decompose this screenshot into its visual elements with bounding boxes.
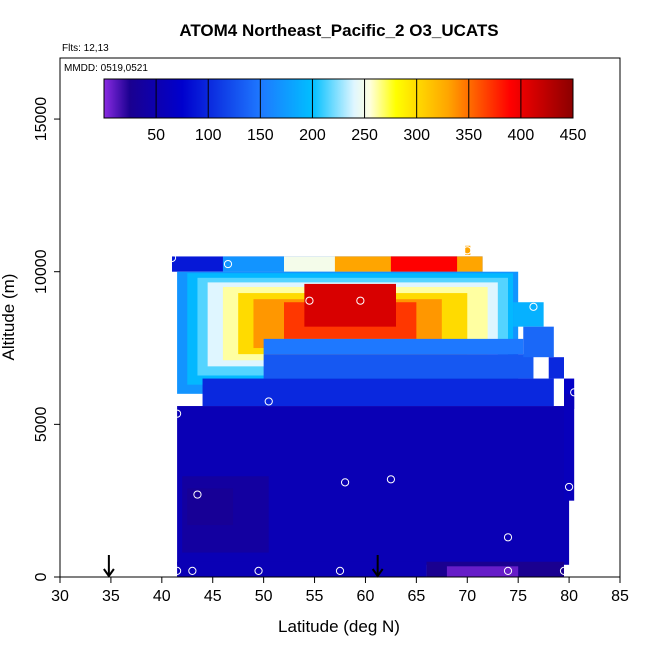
sample-point bbox=[564, 482, 574, 492]
sample-point bbox=[386, 475, 396, 484]
x-tick-label: 35 bbox=[102, 588, 120, 605]
sample-point bbox=[188, 566, 197, 575]
x-tick-label: 65 bbox=[407, 588, 425, 605]
sample-point bbox=[503, 533, 513, 542]
colorbar: 50 100 150 200 250 300 350 400 450 bbox=[103, 78, 587, 144]
sample-points-layer bbox=[167, 246, 579, 575]
colorbar-tick-label: 300 bbox=[403, 127, 430, 144]
x-tick-label: 45 bbox=[204, 588, 222, 605]
heatmap-cell bbox=[187, 488, 234, 526]
heatmap-cell bbox=[177, 561, 427, 577]
heatmap-cell bbox=[446, 566, 519, 577]
sample-point bbox=[193, 490, 202, 499]
heatmap-cell bbox=[263, 338, 524, 355]
colorbar-tick-label: 450 bbox=[560, 127, 587, 144]
colorbar-tick-label: 350 bbox=[455, 127, 482, 144]
heatmap-cell bbox=[263, 354, 534, 379]
colorbar-tick-label: 400 bbox=[508, 127, 535, 144]
heatmap-cell bbox=[390, 256, 458, 272]
sample-point bbox=[559, 566, 569, 575]
sample-point bbox=[335, 566, 345, 575]
x-tick-label: 50 bbox=[255, 588, 273, 605]
x-tick-label: 80 bbox=[560, 588, 578, 605]
heatmap-cell bbox=[564, 393, 575, 501]
y-tick-label: 10000 bbox=[33, 249, 50, 294]
x-axis-title: Latitude (deg N) bbox=[278, 617, 400, 636]
heatmap-cell bbox=[465, 245, 471, 255]
sample-point bbox=[305, 296, 314, 305]
sample-point bbox=[340, 478, 350, 487]
x-tick-label: 30 bbox=[51, 588, 69, 605]
heatmap-layer bbox=[172, 245, 575, 577]
colorbar-tick-label: 200 bbox=[299, 127, 326, 144]
y-tick-label: 15000 bbox=[33, 97, 50, 142]
latitude-markers-layer bbox=[103, 555, 384, 578]
plot-frame bbox=[59, 57, 621, 578]
x-tick-label: 85 bbox=[611, 588, 629, 605]
y-tick-label: 5000 bbox=[33, 406, 50, 442]
heatmap-cell bbox=[202, 378, 554, 407]
y-axis-title: Altitude (m) bbox=[0, 274, 18, 361]
x-tick-label: 75 bbox=[509, 588, 527, 605]
sample-point bbox=[463, 246, 472, 255]
y-axis: 0 5000 10000 15000 bbox=[33, 97, 60, 581]
colorbar-tick-label: 100 bbox=[195, 127, 222, 144]
sample-point bbox=[570, 388, 579, 397]
sample-point bbox=[356, 296, 365, 305]
heatmap-cell bbox=[523, 326, 554, 358]
x-axis: 30 35 40 45 50 55 60 65 70 75 80 85 bbox=[51, 577, 629, 605]
sample-point bbox=[529, 302, 538, 311]
chart-title: ATOM4 Northeast_Pacific_2 O3_UCATS bbox=[179, 21, 498, 40]
arrow-marker bbox=[103, 555, 115, 578]
heatmap-cell bbox=[304, 283, 396, 327]
colorbar-tick-label: 250 bbox=[351, 127, 378, 144]
sample-point bbox=[223, 259, 233, 269]
dates-note: MMDD: 0519,0521 bbox=[64, 63, 148, 74]
sample-point bbox=[167, 253, 177, 263]
y-tick-label: 0 bbox=[33, 572, 50, 581]
heatmap-cell bbox=[548, 357, 564, 379]
colorbar-gradient bbox=[103, 78, 574, 119]
sample-point bbox=[503, 566, 513, 575]
x-tick-label: 70 bbox=[458, 588, 476, 605]
colorbar-tick-label: 50 bbox=[147, 127, 165, 144]
x-tick-label: 55 bbox=[306, 588, 324, 605]
x-tick-label: 60 bbox=[357, 588, 375, 605]
colorbar-tick-label: 150 bbox=[247, 127, 274, 144]
sample-point bbox=[172, 409, 182, 418]
arrow-marker bbox=[371, 555, 384, 578]
sample-point bbox=[254, 566, 263, 575]
heatmap-cell bbox=[513, 302, 544, 327]
x-tick-label: 40 bbox=[153, 588, 171, 605]
sample-point bbox=[264, 397, 273, 406]
sample-point bbox=[172, 566, 182, 575]
flights-note: Flts: 12,13 bbox=[62, 43, 109, 54]
